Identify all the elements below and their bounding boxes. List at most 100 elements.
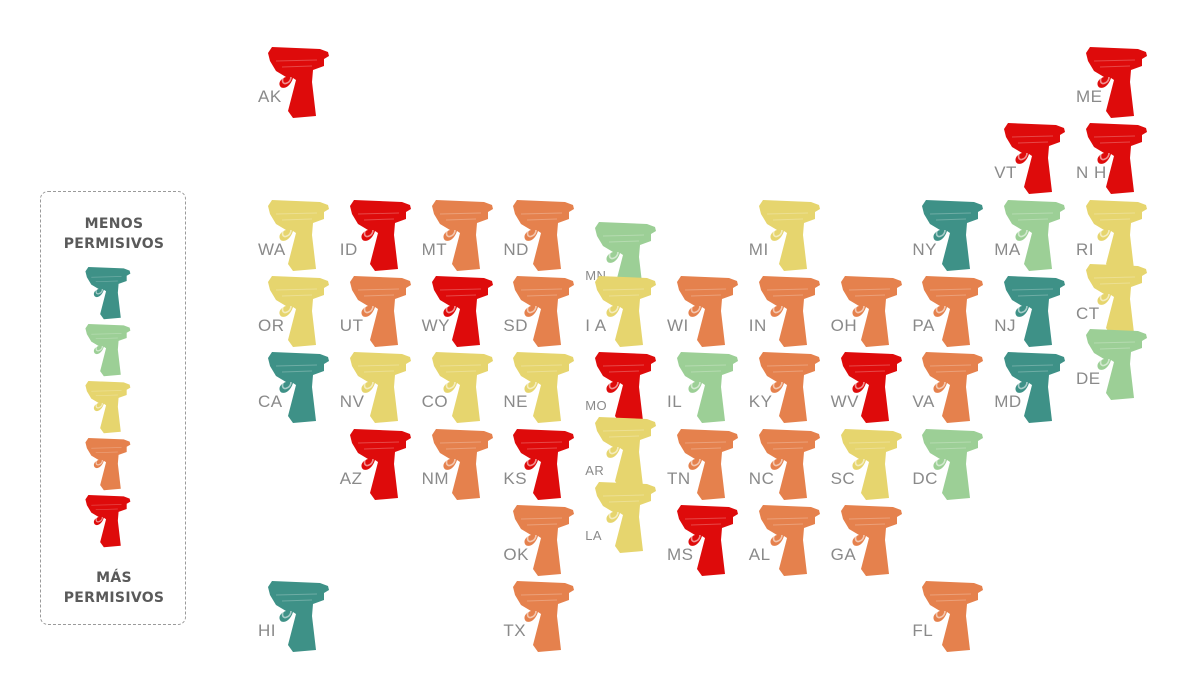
state-code-label: RI <box>1076 239 1094 259</box>
pistol-slide-detail <box>275 364 318 373</box>
pistol-slide-detail <box>684 288 727 297</box>
state-tile-ok: OK <box>503 501 583 577</box>
pistol-slide-detail <box>684 441 727 449</box>
pistol-trigger-guard <box>608 251 619 260</box>
state-code-label: AK <box>258 87 282 106</box>
pistol-body <box>595 222 657 294</box>
state-code-label: OH <box>830 315 858 335</box>
pistol-trigger-guard <box>95 402 103 409</box>
legend-swatch-level-3 <box>81 378 137 434</box>
state-code-label: SD <box>503 315 529 335</box>
pistol-icon <box>595 275 657 347</box>
pistol-trigger-guard <box>1099 293 1110 302</box>
state-code-label: MA <box>994 239 1021 259</box>
state-tile-ks: KS <box>503 425 583 501</box>
state-tile-ri: RI <box>1076 196 1156 272</box>
pistol-body <box>595 352 657 424</box>
pistol-slide-detail <box>1093 276 1136 285</box>
pistol-body <box>1086 264 1147 336</box>
pistol-icon <box>431 428 493 500</box>
state-code-label: NJ <box>994 315 1016 335</box>
state-code-label: MD <box>994 392 1022 412</box>
pistol-icon <box>513 581 575 653</box>
pistol-body <box>1086 47 1147 118</box>
pistol-slide-detail <box>357 212 399 221</box>
pistol-body <box>268 352 329 424</box>
state-tile-va: VA <box>912 348 992 424</box>
pistol-icon <box>513 352 575 424</box>
pistol-body <box>922 352 984 424</box>
pistol-trigger-guard <box>281 304 292 314</box>
pistol-body <box>349 428 411 500</box>
pistol-trigger-guard <box>281 609 292 619</box>
pistol-slide-detail <box>684 517 727 526</box>
pistol-body <box>758 275 820 347</box>
pistol-icon <box>431 352 493 424</box>
state-tile-me: ME <box>1076 43 1156 119</box>
pistol-trigger-guard <box>363 380 374 390</box>
state-tile-pa: PA <box>912 272 992 348</box>
pistol-icon <box>1004 275 1066 347</box>
pistol-trigger-guard <box>936 380 947 390</box>
pistol-icon <box>922 581 984 653</box>
pistol-trigger-guard <box>690 533 701 543</box>
pistol-trigger-guard <box>608 380 619 390</box>
state-code-label: MS <box>667 544 694 564</box>
state-code-label: NY <box>912 239 938 259</box>
legend-label-most-line1: MÁS <box>96 570 132 586</box>
legend-label-most-line2: PERMISIVOS <box>63 590 165 606</box>
pistol-body <box>268 581 329 653</box>
state-tile-wa: WA <box>258 196 338 272</box>
pistol-icon <box>268 581 329 653</box>
state-code-label: WV <box>830 392 859 412</box>
pistol-slide-detail <box>930 288 972 297</box>
pistol-body <box>758 428 820 500</box>
state-code-label: WI <box>667 315 689 335</box>
pistol-body <box>513 504 575 576</box>
pistol-slide-detail <box>766 517 808 526</box>
state-tile-in: IN <box>749 272 829 348</box>
pistol-body <box>349 352 411 424</box>
state-code-label: UT <box>339 315 364 335</box>
state-tile-ma: MA <box>994 196 1074 272</box>
state-tile-wy: WY <box>422 272 502 348</box>
pistol-trigger-guard <box>936 228 947 237</box>
pistol-icon <box>513 428 575 500</box>
state-tile-id: ID <box>340 196 420 272</box>
pistol-slide-detail <box>521 212 563 221</box>
state-code-label: ME <box>1076 87 1103 106</box>
state-tile-mi: MI <box>749 196 829 272</box>
pistol-slide-detail <box>848 441 890 449</box>
pistol-slide-detail <box>521 593 563 602</box>
state-code-label: CA <box>258 392 283 412</box>
pistol-icon <box>840 275 902 347</box>
pistol-icon <box>677 504 738 576</box>
state-code-label: WA <box>258 239 286 259</box>
pistol-body <box>595 481 657 553</box>
state-code-label: TX <box>503 621 527 641</box>
pistol-slide-detail <box>766 212 808 221</box>
pistol-icon <box>758 199 820 271</box>
state-tile-la: LA <box>585 478 665 554</box>
state-code-label: ID <box>339 239 358 259</box>
legend-label-least-line2: PERMISIVOS <box>63 236 165 252</box>
pistol-slide-detail <box>848 517 890 526</box>
pistol-slide-detail <box>603 288 645 297</box>
pistol-body <box>677 352 738 424</box>
pistol-slide-detail <box>275 59 318 68</box>
pistol-icon <box>268 47 329 118</box>
pistol-body <box>85 266 131 320</box>
state-code-label: HI <box>258 621 276 641</box>
state-code-label: NM <box>421 468 450 488</box>
pistol-icon <box>1086 264 1147 336</box>
state-code-label: KY <box>748 392 773 412</box>
pistol-icon <box>1086 123 1147 195</box>
state-code-label: GA <box>830 544 857 564</box>
pistol-slide-detail <box>930 364 972 373</box>
state-code-label: AR <box>585 463 605 479</box>
state-code-label: MI <box>748 239 769 259</box>
pistol-trigger-guard <box>281 228 292 237</box>
pistol-body <box>349 199 411 271</box>
pistol-body <box>595 417 657 489</box>
state-code-label: NV <box>339 392 365 412</box>
